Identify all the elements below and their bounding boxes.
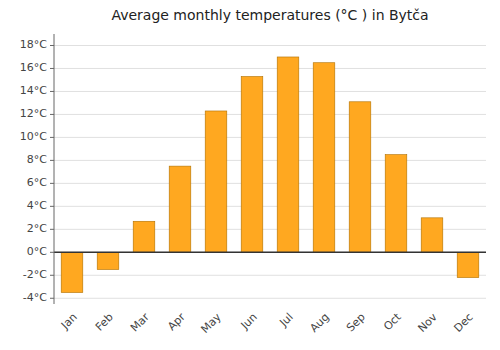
grid-line [54,206,486,207]
x-tick-label: Jul [276,311,295,330]
zero-line [54,252,486,254]
x-tick-label: Sep [344,311,368,335]
y-tick-label: 4°C [27,199,47,212]
tick-mark [50,68,54,69]
bar [205,111,227,252]
tick-mark [50,183,54,184]
bars [54,57,486,293]
tick-mark [50,298,54,299]
bar [313,63,335,253]
tick-mark [50,229,54,230]
y-tick-label: 16°C [20,61,47,74]
x-tick-label: Oct [381,310,404,333]
bar [349,102,371,253]
x-tick-label: Feb [93,311,116,334]
y-tick-label: 12°C [20,107,47,120]
x-tick-label: Jan [58,311,80,333]
x-tick-label: Apr [165,310,188,333]
y-axis-ticks: -4°C -2°C 0°C 2°C 4°C 6°C 8°C 10°C 12°C 14°C 16°C 1… [20,38,54,304]
bar [133,221,155,252]
grid-line [54,45,486,46]
grid-line [54,252,486,253]
tick-mark [50,275,54,276]
chart-container: Average monthly temperatures (°C ) in By… [0,0,500,350]
bar [97,252,119,269]
x-tick-label: May [198,310,224,336]
grid-line [54,68,486,69]
y-tick-label: -4°C [23,291,47,304]
bar [61,252,83,292]
x-tick-label: Nov [415,310,440,335]
grid-line [54,275,486,276]
x-tick-label: Aug [307,311,331,335]
chart-svg: Average monthly temperatures (°C ) in By… [0,0,500,350]
tick-mark [50,206,54,207]
y-tick-label: 10°C [20,130,47,143]
x-tick-label: Dec [452,311,476,335]
y-tick-label: 8°C [27,153,47,166]
grid-line [54,298,486,299]
x-tick-label: Mar [128,310,152,334]
tick-mark [50,91,54,92]
y-tick-label: 2°C [27,222,47,235]
y-tick-label: 0°C [27,245,47,258]
tick-mark [50,114,54,115]
y-tick-label: -2°C [23,268,47,281]
grid-line [54,137,486,138]
title: Average monthly temperatures (°C ) in By… [111,7,428,23]
grid-line [54,91,486,92]
bar [169,166,191,252]
bar [457,252,479,277]
tick-mark [50,252,54,253]
grid [54,45,486,298]
bar [421,218,443,252]
y-tick-label: 14°C [20,84,47,97]
grid-line [54,183,486,184]
bar [241,77,263,253]
bar [385,155,407,253]
grid-line [54,160,486,161]
x-axis-ticks: Jan Feb Mar Apr May Jun Jul Aug Sep Oct Nov Dec [58,310,476,336]
bar [277,57,299,252]
x-tick-label: Jun [238,311,260,333]
y-axis-line [54,34,55,304]
tick-mark [50,137,54,138]
y-tick-label: 6°C [27,176,47,189]
tick-mark [50,45,54,46]
tick-mark [50,160,54,161]
grid-line [54,114,486,115]
y-tick-label: 18°C [20,38,47,51]
